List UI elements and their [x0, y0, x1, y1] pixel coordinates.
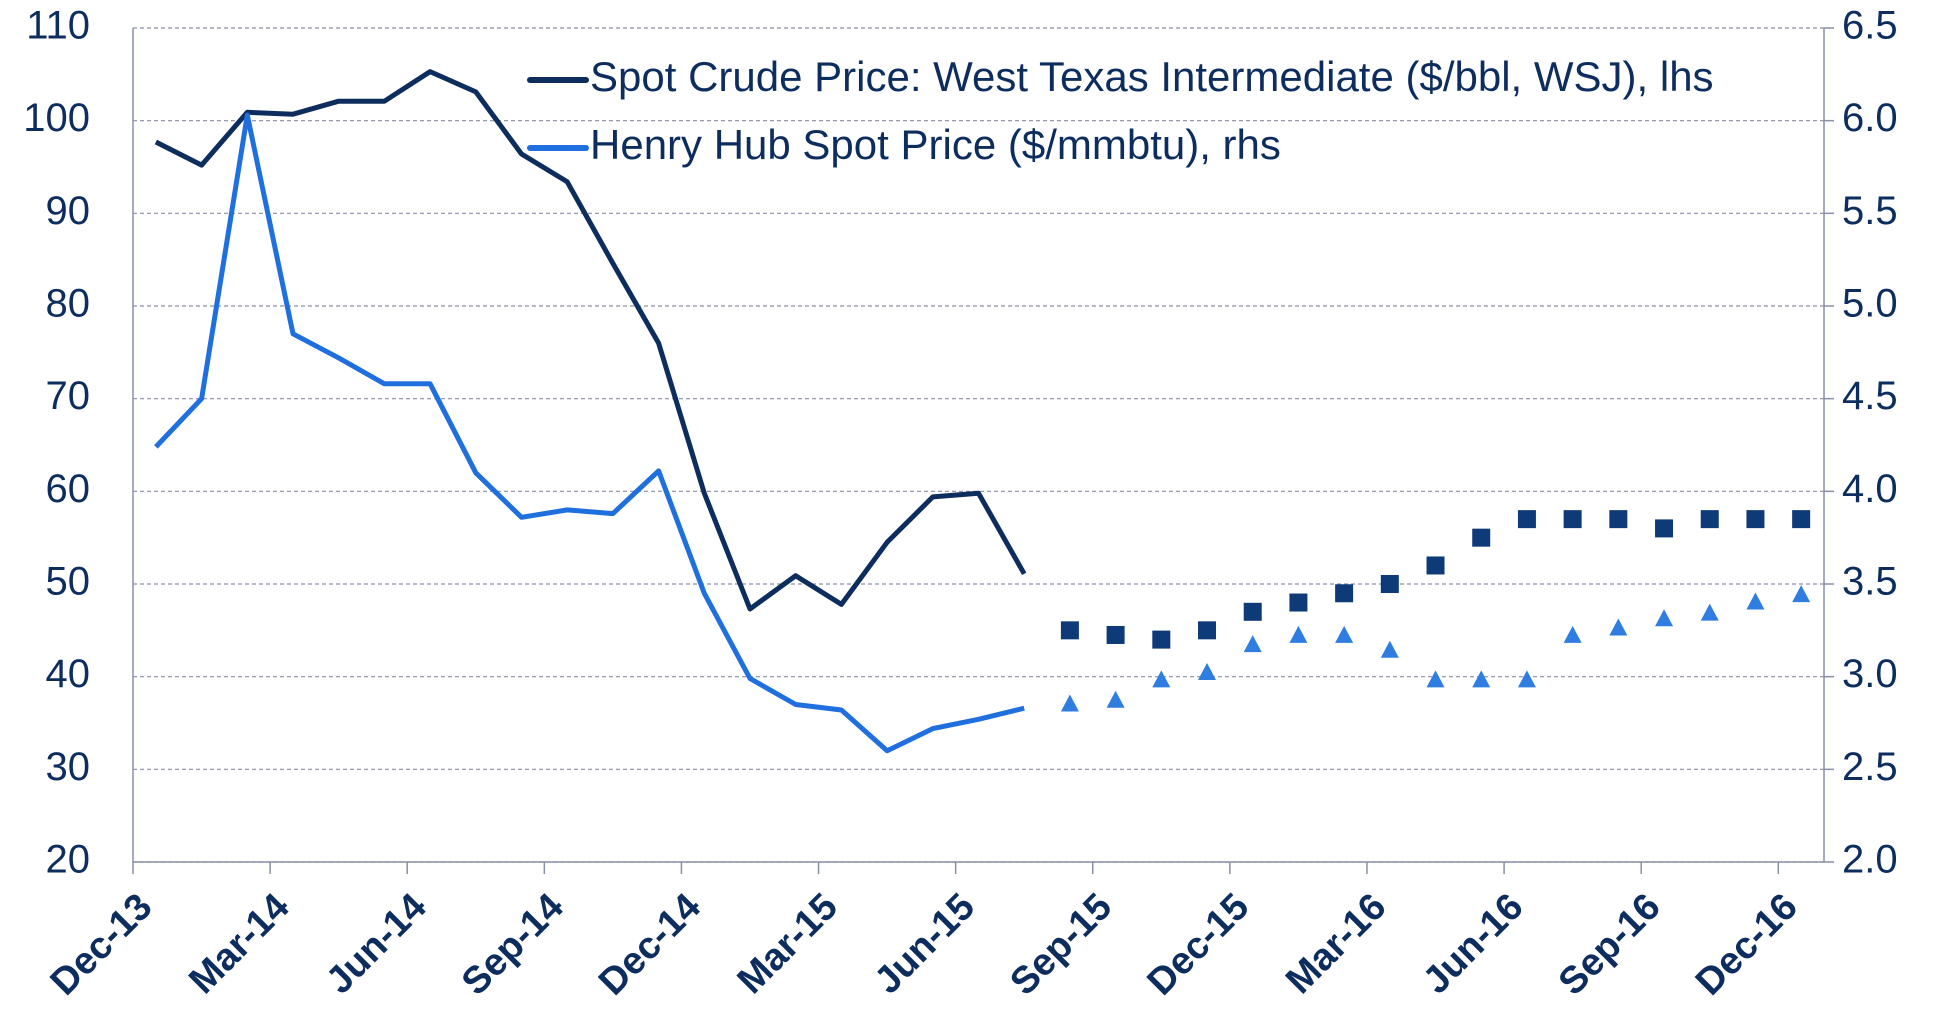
y2-tick-label: 3.5	[1842, 560, 1898, 604]
square-marker	[1152, 630, 1171, 649]
x-tick-label: Dec-15	[1139, 886, 1257, 1004]
x-tick-label: Dec-16	[1688, 886, 1806, 1004]
y-tick-label: 50	[46, 560, 91, 604]
triangle-marker	[1380, 640, 1399, 658]
legend-label: Henry Hub Spot Price ($/mmbtu), rhs	[590, 121, 1281, 168]
y2-tick-label: 6.0	[1842, 96, 1898, 140]
triangle-marker	[1472, 670, 1491, 688]
y2-tick-label: 2.0	[1842, 838, 1898, 882]
y2-tick-label: 5.0	[1842, 282, 1898, 326]
square-marker	[1792, 510, 1811, 529]
square-marker	[1517, 510, 1536, 529]
y-tick-label: 60	[46, 467, 91, 511]
triangle-marker	[1335, 625, 1354, 643]
triangle-marker	[1289, 625, 1308, 643]
triangle-marker	[1746, 592, 1765, 610]
square-marker	[1380, 575, 1399, 593]
x-tick-label: Dec-14	[591, 886, 709, 1004]
square-marker	[1563, 510, 1582, 529]
triangle-marker	[1152, 670, 1171, 688]
triangle-marker	[1563, 625, 1582, 643]
y2-tick-label: 5.5	[1842, 189, 1898, 233]
x-tick-label: Mar-15	[730, 886, 846, 1002]
y-tick-label: 90	[46, 189, 91, 233]
x-tick-label: Sep-14	[454, 886, 572, 1004]
triangle-marker	[1106, 690, 1125, 708]
y-tick-label: 30	[46, 745, 91, 789]
square-marker	[1655, 519, 1674, 538]
square-marker	[1243, 602, 1262, 621]
x-tick-label: Mar-16	[1278, 886, 1394, 1002]
square-marker	[1472, 528, 1491, 547]
y2-tick-label: 4.5	[1842, 374, 1898, 418]
triangle-marker	[1655, 609, 1674, 627]
square-marker	[1106, 625, 1125, 644]
square-marker	[1335, 584, 1354, 603]
square-marker	[1700, 510, 1719, 529]
y2-tick-label: 6.5	[1842, 4, 1898, 48]
square-marker	[1426, 556, 1445, 575]
y-tick-label: 70	[46, 374, 91, 418]
square-marker	[1746, 510, 1765, 529]
x-tick-label: Sep-15	[1002, 886, 1120, 1004]
triangle-marker	[1243, 635, 1262, 653]
y-tick-label: 100	[23, 96, 90, 140]
square-marker	[1060, 621, 1079, 640]
square-marker	[1289, 593, 1308, 612]
y2-tick-label: 4.0	[1842, 467, 1898, 511]
x-tick-label: Mar-14	[181, 886, 297, 1002]
y-tick-label: 20	[46, 838, 91, 882]
x-tick-label: Sep-16	[1551, 886, 1669, 1004]
triangle-marker	[1609, 618, 1628, 636]
series-line	[154, 112, 1025, 754]
y-tick-label: 110	[26, 4, 90, 48]
legend-label: Spot Crude Price: West Texas Intermediat…	[590, 53, 1714, 100]
triangle-marker	[1517, 670, 1536, 688]
triangle-marker	[1426, 670, 1445, 688]
square-marker	[1198, 621, 1217, 640]
y-tick-label: 80	[46, 282, 91, 326]
x-tick-label: Dec-13	[43, 886, 161, 1004]
y2-tick-label: 3.0	[1842, 652, 1898, 696]
y-tick-label: 40	[46, 652, 91, 696]
triangle-marker	[1700, 603, 1719, 621]
triangle-marker	[1060, 694, 1079, 712]
series-line	[154, 69, 1027, 612]
x-tick-label: Jun-14	[318, 886, 434, 1002]
square-marker	[1609, 510, 1628, 529]
triangle-marker	[1198, 662, 1217, 680]
x-tick-label: Jun-16	[1415, 886, 1531, 1002]
y2-tick-label: 2.5	[1842, 745, 1898, 789]
x-tick-label: Jun-15	[867, 886, 983, 1002]
triangle-marker	[1792, 585, 1811, 603]
